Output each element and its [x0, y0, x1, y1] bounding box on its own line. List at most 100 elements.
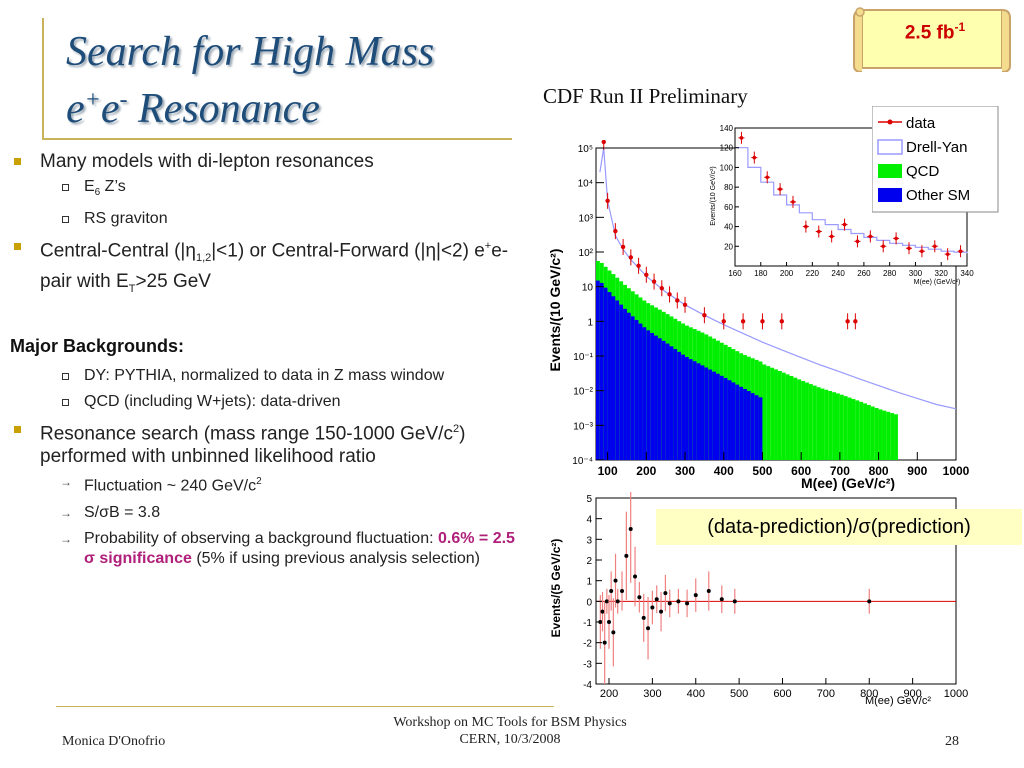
inset-data-point — [854, 235, 861, 248]
other-sm-bar — [642, 327, 647, 460]
page-number: 28 — [945, 734, 959, 749]
residual-point — [637, 581, 642, 613]
residual-y-tick-label: 2 — [586, 556, 592, 567]
residual-x-tick-label: 300 — [643, 688, 661, 700]
other-sm-bar — [688, 359, 693, 460]
plot-header: CDF Run II Preliminary — [543, 84, 748, 108]
residual-point — [615, 588, 620, 614]
inset-x-tick-label: 340 — [960, 269, 974, 278]
inset-drell-yan-line — [735, 147, 968, 254]
residual-y-tick-label: -4 — [583, 680, 592, 691]
data-point — [721, 313, 726, 330]
other-sm-bar — [654, 335, 658, 460]
qcd-bar — [866, 404, 871, 460]
qcd-bar — [882, 410, 887, 460]
qcd-bar — [886, 411, 891, 460]
qcd-bar — [894, 414, 898, 460]
residual-point — [620, 571, 625, 611]
inset-data-point — [931, 240, 938, 253]
qcd-bar — [836, 393, 840, 460]
title-frame-vertical — [42, 18, 44, 138]
data-point — [853, 313, 858, 330]
qcd-bar — [797, 379, 802, 460]
inset-data-point — [738, 131, 745, 144]
data-point — [779, 313, 785, 330]
residual-point — [867, 588, 872, 614]
residual-y-tick-label: 5 — [586, 494, 592, 505]
residual-point — [676, 588, 681, 614]
y-tick-label: 10⁻⁴ — [572, 456, 593, 467]
svg-text:QCD: QCD — [906, 163, 940, 180]
other-sm-bar — [716, 373, 720, 460]
data-point — [651, 273, 657, 290]
other-sm-bar — [596, 280, 600, 460]
other-sm-bar — [603, 287, 608, 460]
inset-y-axis-label: Events/(10 GeV/c²) — [710, 166, 717, 226]
qcd-bar — [855, 400, 860, 460]
title-line-1: Search for High Mass — [66, 29, 435, 75]
other-sm-bar — [665, 343, 670, 460]
other-sm-bar — [599, 282, 604, 460]
y-tick-label: 10⁻² — [573, 387, 593, 398]
sub-bullet-e6: E6 Z’s — [0, 177, 515, 203]
residual-point — [628, 492, 633, 583]
qcd-bar — [805, 382, 809, 460]
inset-x-tick-label: 320 — [935, 269, 949, 278]
other-sm-bar — [681, 354, 686, 460]
other-sm-bar — [630, 316, 635, 460]
residual-point — [693, 578, 698, 612]
other-sm-bar — [758, 397, 763, 460]
qcd-bar — [762, 364, 767, 460]
qcd-bar — [851, 398, 856, 460]
inset-x-tick-label: 220 — [806, 269, 820, 278]
residual-point — [607, 595, 612, 649]
svg-text:Drell-Yan: Drell-Yan — [906, 139, 967, 156]
inset-x-tick-label: 240 — [831, 269, 845, 278]
inset-data-point — [815, 225, 822, 238]
data-point — [605, 192, 610, 209]
sub-bullet-probability: Probability of observing a background fl… — [0, 529, 515, 569]
inset-x-axis-label: M(ee) (GeV/c²) — [914, 279, 961, 286]
bullet-resonance-search: Resonance search (mass range 150-1000 Ge… — [0, 418, 515, 468]
title-line-2: e+e- Resonance — [66, 86, 320, 132]
data-point — [682, 296, 688, 313]
other-sm-bar — [673, 349, 678, 460]
residual-point — [719, 585, 724, 614]
qcd-bar — [770, 367, 775, 460]
inset-data-point — [828, 230, 835, 243]
data-point — [636, 257, 641, 274]
residual-y-tick-label: 4 — [586, 515, 592, 526]
other-sm-bar — [623, 308, 627, 460]
other-sm-bar — [727, 380, 732, 460]
x-tick-label: 800 — [869, 464, 889, 478]
other-sm-bar — [708, 369, 713, 460]
sub-bullet-dy: DY: PYTHIA, normalized to data in Z mass… — [0, 366, 515, 386]
data-point — [613, 223, 618, 240]
residual-point — [604, 588, 609, 614]
other-sm-bar — [661, 340, 666, 460]
inset-x-tick-label: 300 — [909, 269, 923, 278]
residual-y-tick-label: -1 — [583, 618, 592, 629]
other-sm-bar — [638, 323, 643, 460]
qcd-bar — [859, 401, 864, 460]
inset-data-point — [893, 232, 900, 245]
footer-divider — [56, 706, 554, 707]
residual-x-tick-label: 800 — [860, 688, 878, 700]
qcd-bar — [863, 403, 867, 460]
luminosity-scroll — [853, 7, 1011, 72]
other-sm-bar — [700, 365, 705, 460]
inset-data-point — [764, 171, 771, 184]
inset-y-tick-label: 40 — [724, 223, 733, 232]
data-point — [740, 313, 746, 330]
residual-point — [611, 598, 616, 667]
x-tick-label: 1000 — [943, 464, 970, 478]
residual-y-tick-label: -2 — [583, 639, 592, 650]
inset-data-point — [802, 220, 809, 233]
residual-point — [659, 592, 664, 632]
qcd-bar — [832, 392, 836, 460]
x-tick-label: 300 — [675, 464, 695, 478]
legend-qcd: QCD — [878, 163, 940, 180]
residual-point — [602, 601, 607, 684]
residual-x-tick-label: 200 — [600, 688, 618, 700]
inset-data-point — [867, 230, 874, 243]
